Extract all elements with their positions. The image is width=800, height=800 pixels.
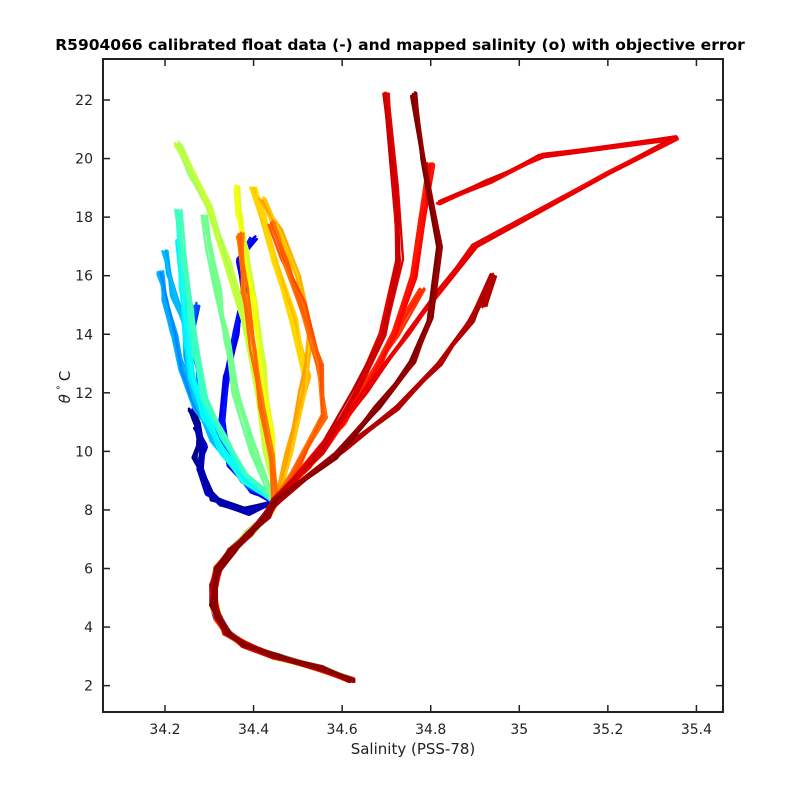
y-tick-label: 10 <box>75 444 93 460</box>
chart-title: R5904066 calibrated float data (-) and m… <box>55 36 745 54</box>
x-tick-label: 34.4 <box>238 722 269 738</box>
y-axis-label-degree: ° <box>56 385 67 390</box>
deep-profile-line <box>211 500 352 682</box>
y-tick-label: 2 <box>84 679 93 695</box>
y-tick-label: 20 <box>75 152 93 168</box>
plot-frame <box>102 58 724 713</box>
x-tick-label: 34.2 <box>149 722 180 738</box>
y-tick-label: 18 <box>75 210 93 226</box>
axis-ticks-group <box>103 59 723 712</box>
y-tick-label: 8 <box>84 503 93 519</box>
x-tick-label: 34.8 <box>415 722 446 738</box>
y-axis-label: θ ° C <box>56 371 74 404</box>
y-tick-label: 22 <box>75 93 93 109</box>
y-axis-label-symbol: θ <box>56 394 74 403</box>
x-axis-label: Salinity (PSS-78) <box>351 740 476 758</box>
x-tick-label: 35.4 <box>681 722 712 738</box>
y-tick-label: 12 <box>75 386 93 402</box>
y-axis-label-unit: C <box>56 371 74 381</box>
x-tick-label: 34.6 <box>327 722 358 738</box>
y-tick-labels: 2 4 6 8 10 12 14 16 18 20 22 <box>75 93 93 695</box>
profile-lines-group <box>156 91 679 684</box>
y-tick-label: 6 <box>84 562 93 578</box>
x-tick-label: 35 <box>510 722 528 738</box>
x-tick-label: 35.2 <box>592 722 623 738</box>
y-tick-label: 16 <box>75 269 93 285</box>
x-tick-labels: 34.2 34.4 34.6 34.8 35 35.2 35.4 <box>149 722 712 738</box>
y-tick-label: 4 <box>84 620 93 636</box>
y-tick-label: 14 <box>75 327 93 343</box>
